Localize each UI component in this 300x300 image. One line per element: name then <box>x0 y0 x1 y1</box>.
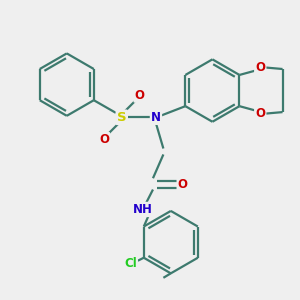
Text: Cl: Cl <box>124 257 137 270</box>
Text: O: O <box>178 178 188 191</box>
Text: O: O <box>255 61 265 74</box>
Text: O: O <box>99 133 109 146</box>
Text: O: O <box>255 107 265 120</box>
Text: S: S <box>117 111 127 124</box>
Text: O: O <box>135 88 145 101</box>
Text: NH: NH <box>133 203 152 216</box>
Text: N: N <box>151 111 161 124</box>
